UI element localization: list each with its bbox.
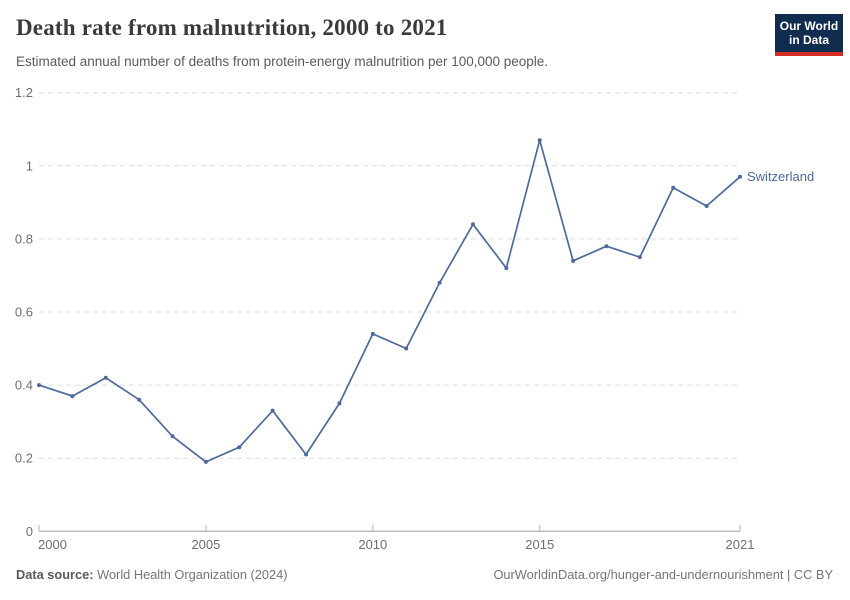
data-point[interactable]: [137, 397, 142, 402]
data-point[interactable]: [304, 452, 309, 457]
data-point[interactable]: [270, 408, 275, 413]
data-point[interactable]: [637, 255, 642, 260]
data-source-label: Data source:: [16, 567, 94, 582]
license-note: OurWorldinData.org/hunger-and-undernouri…: [493, 567, 833, 582]
y-tick-label: 0.6: [15, 305, 33, 320]
data-point[interactable]: [404, 346, 409, 351]
series-end-label: Switzerland: [747, 169, 814, 184]
x-tick-label: 2010: [358, 537, 387, 552]
chart-title: Death rate from malnutrition, 2000 to 20…: [16, 15, 448, 40]
y-tick-label: 1: [26, 158, 33, 173]
owid-logo: Our World in Data: [775, 14, 843, 56]
y-tick-label: 0.2: [15, 451, 33, 466]
data-point[interactable]: [370, 331, 375, 336]
data-source: Data source: World Health Organization (…: [16, 567, 288, 582]
data-point[interactable]: [170, 434, 175, 439]
y-tick-label: 0: [26, 524, 33, 539]
data-point[interactable]: [103, 375, 108, 380]
owid-logo-line2: in Data: [788, 33, 829, 48]
y-tick-label: 0.4: [15, 378, 33, 393]
data-point[interactable]: [571, 258, 576, 263]
data-line[interactable]: [38, 139, 741, 463]
line-chart[interactable]: 0 0.2 0.4 0.6 0.8 1 1.2 2000 2005 2010 2015 2021 Swi…: [0, 0, 850, 560]
data-point[interactable]: [604, 244, 609, 249]
data-point[interactable]: [70, 394, 75, 399]
x-tick-label: 2000: [38, 537, 67, 552]
data-point[interactable]: [237, 445, 242, 450]
chart-subtitle: Estimated annual number of deaths from p…: [16, 54, 549, 69]
data-point[interactable]: [337, 401, 342, 406]
x-tick-label: 2021: [726, 537, 755, 552]
data-point[interactable]: [537, 138, 542, 143]
data-source-text: World Health Organization (2024): [97, 567, 288, 582]
owid-logo-line1: Our World: [779, 19, 839, 33]
data-point[interactable]: [203, 459, 208, 464]
data-point[interactable]: [738, 174, 742, 179]
y-tick-label: 1.2: [15, 85, 33, 100]
data-point[interactable]: [470, 222, 475, 227]
data-point[interactable]: [37, 383, 41, 388]
x-tick-label: 2005: [191, 537, 220, 552]
data-point[interactable]: [671, 185, 676, 190]
data-point[interactable]: [437, 280, 442, 285]
y-tick-label: 0.8: [15, 231, 33, 246]
data-point[interactable]: [504, 266, 509, 271]
data-point[interactable]: [704, 204, 709, 209]
x-tick-label: 2015: [525, 537, 554, 552]
